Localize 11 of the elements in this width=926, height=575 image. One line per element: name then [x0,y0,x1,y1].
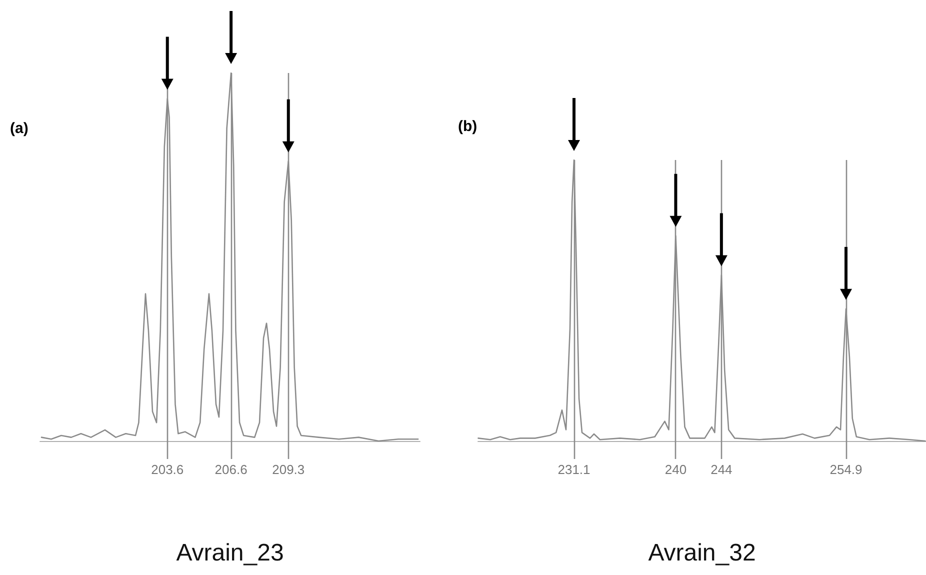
x-tick-label: 203.6 [151,462,184,477]
x-tick-label: 209.3 [272,462,305,477]
text: (a) [10,120,28,137]
x-tick-label: 240 [664,462,687,477]
x-tick-label: 254.9 [830,462,862,477]
x-tick-label: 231.1 [558,462,590,477]
text: (b) [458,118,478,135]
x-tick-label: 244 [710,462,732,477]
x-axis-title: Avrain_23 [176,540,284,566]
x-tick-label: 206.6 [214,462,248,477]
x-axis-title: Avrain_32 [648,540,756,566]
